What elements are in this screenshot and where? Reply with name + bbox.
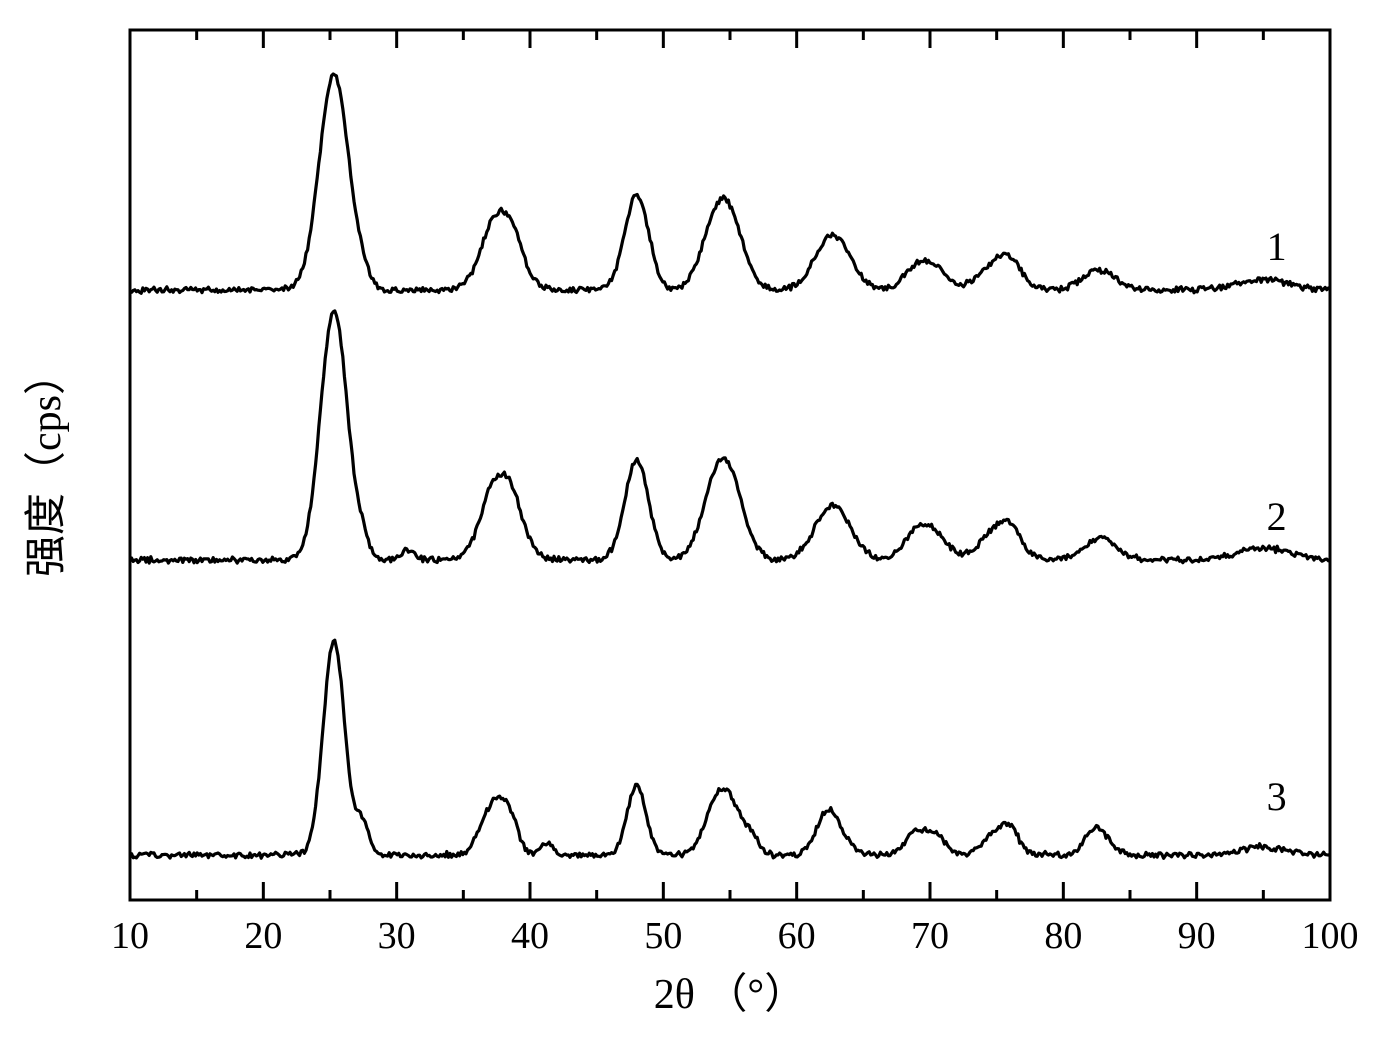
svg-text:40: 40 xyxy=(511,915,549,957)
svg-text:2θ （°）: 2θ （°） xyxy=(654,972,806,1018)
svg-text:30: 30 xyxy=(378,915,416,957)
svg-text:3: 3 xyxy=(1267,774,1287,819)
svg-text:90: 90 xyxy=(1178,915,1216,957)
svg-text:1: 1 xyxy=(1267,224,1287,269)
svg-text:20: 20 xyxy=(244,915,282,957)
xrd-chart: 10 20 30 40 50 60 70 80 90 100 2θ （°） 强度（cps） 1 2 3 xyxy=(0,0,1395,1048)
svg-text:10: 10 xyxy=(111,915,149,957)
chart-svg: 10 20 30 40 50 60 70 80 90 100 2θ （°） 强度（cps） 1 2 3 xyxy=(0,0,1395,1048)
svg-text:70: 70 xyxy=(911,915,949,957)
svg-text:80: 80 xyxy=(1044,915,1082,957)
svg-text:强度（cps）: 强度（cps） xyxy=(24,353,70,577)
svg-text:60: 60 xyxy=(778,915,816,957)
svg-text:50: 50 xyxy=(644,915,682,957)
svg-text:100: 100 xyxy=(1302,915,1359,957)
svg-text:2: 2 xyxy=(1267,494,1287,539)
